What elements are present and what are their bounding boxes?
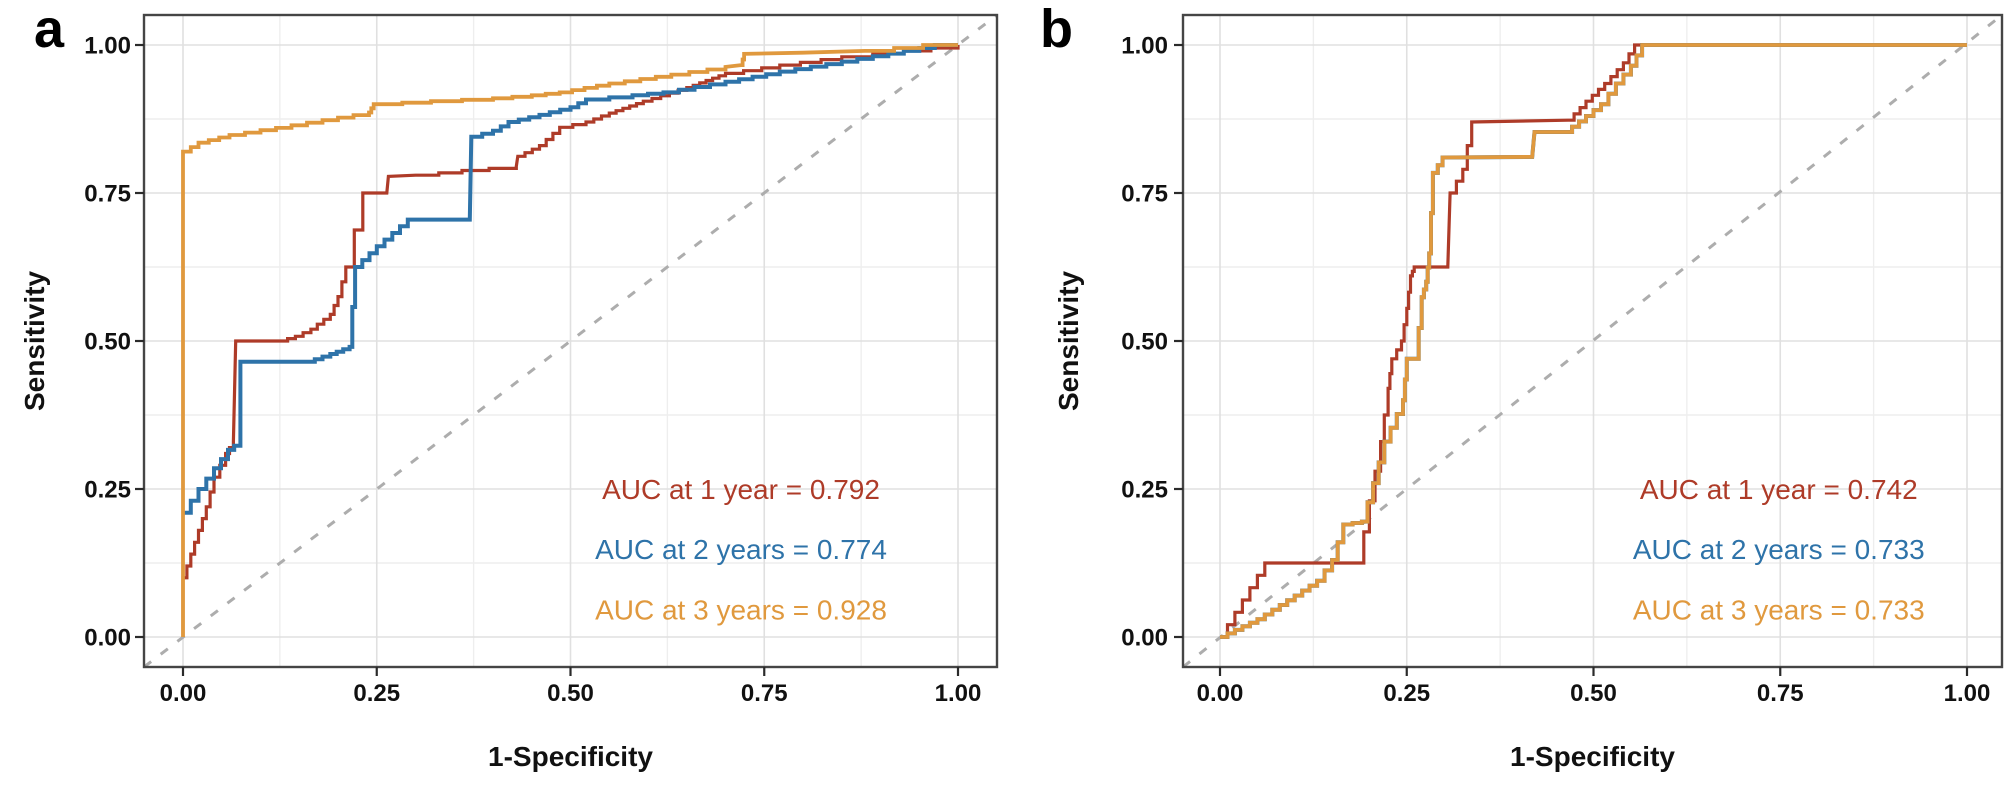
x-tick-label: 0.75 (1757, 680, 1804, 707)
x-tick-label: 0.50 (547, 680, 594, 707)
auc-annotation-auc-at-2-years-: AUC at 2 years = 0.733 (1633, 534, 1925, 565)
y-tick-label: 0.00 (84, 624, 131, 651)
y-tick-label: 0.25 (1121, 476, 1168, 503)
y-axis-title: Sensitivity (19, 271, 50, 411)
x-axis-title: 1-Specificity (488, 741, 653, 772)
x-tick-label: 0.00 (1197, 680, 1244, 707)
x-tick-label: 0.50 (1570, 680, 1617, 707)
roc-curve-auc-at-3-years (181, 43, 958, 637)
x-axis-title: 1-Specificity (1510, 741, 1675, 772)
y-tick-label: 1.00 (84, 32, 131, 59)
x-tick-label: 0.25 (353, 680, 400, 707)
y-tick-label: 0.00 (1121, 624, 1168, 651)
y-tick-label: 1.00 (1121, 32, 1168, 59)
auc-annotation-auc-at-1-year-: AUC at 1 year = 0.742 (1640, 474, 1918, 505)
auc-annotation-auc-at-2-years-: AUC at 2 years = 0.774 (595, 534, 887, 565)
auc-annotation-auc-at-3-years-: AUC at 3 years = 0.928 (595, 595, 887, 626)
roc-curve-auc-at-2-years (183, 43, 958, 515)
auc-annotation-auc-at-3-years-: AUC at 3 years = 0.733 (1633, 595, 1925, 626)
roc-curve-auc-at-1-year (1220, 43, 1967, 639)
diagonal-reference-line (1182, 13, 2003, 669)
y-axis-title: Sensitivity (1053, 271, 1084, 411)
y-tick-label: 0.50 (84, 328, 131, 355)
x-tick-label: 0.25 (1383, 680, 1430, 707)
y-tick-label: 0.75 (84, 180, 131, 207)
x-tick-label: 0.00 (160, 680, 207, 707)
x-tick-label: 1.00 (1944, 680, 1991, 707)
x-tick-label: 1.00 (935, 680, 982, 707)
x-tick-label: 0.75 (741, 680, 788, 707)
panel-letter-b: b (1040, 0, 1073, 59)
auc-annotation-auc-at-1-year-: AUC at 1 year = 0.792 (602, 474, 880, 505)
y-tick-label: 0.50 (1121, 328, 1168, 355)
roc-curve-auc-at-3-years (1220, 43, 1967, 639)
panel-letter-a: a (34, 0, 65, 59)
roc-curve-auc-at-1-year (181, 45, 960, 637)
y-tick-label: 0.25 (84, 476, 131, 503)
y-tick-label: 0.75 (1121, 180, 1168, 207)
